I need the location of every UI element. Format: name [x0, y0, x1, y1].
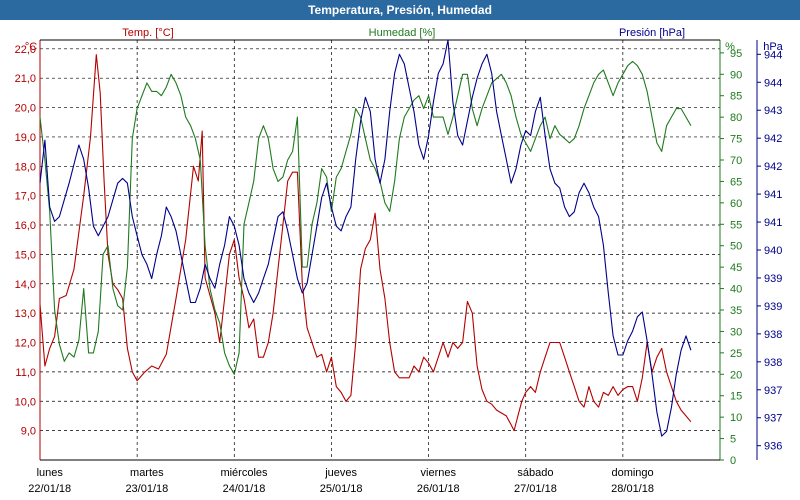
x-tick-day: domingo: [611, 467, 653, 479]
x-tick-date: 25/01/18: [320, 483, 363, 495]
hum-tick-label: 85: [730, 91, 742, 103]
pressure-line: [39, 39, 692, 437]
temp-tick-label: 10,0: [15, 396, 36, 408]
temp-tick-label: 18,0: [15, 161, 36, 173]
temp-tick-label: 9,0: [21, 426, 36, 438]
hum-tick-label: 40: [730, 284, 742, 296]
pres-axis-label: Presión [hPa]: [619, 27, 685, 39]
temp-tick-label: 13,0: [15, 308, 36, 320]
x-tick-date: 27/01/18: [514, 483, 557, 495]
hum-tick-label: 70: [730, 155, 742, 167]
temp-tick-label: 19,0: [15, 132, 36, 144]
pres-tick-label: 939: [764, 301, 782, 313]
hum-tick-label: 80: [730, 112, 742, 124]
x-tick-date: 26/01/18: [417, 483, 460, 495]
hum-tick-label: 0: [730, 455, 736, 467]
pres-tick-label: 940: [764, 245, 782, 257]
pres-tick-label: 939: [764, 273, 782, 285]
pres-tick-label: 944: [764, 77, 782, 89]
pres-unit: hPa: [763, 41, 783, 53]
hum-tick-label: 65: [730, 176, 742, 188]
hum-axis-label: Humedad [%]: [369, 27, 436, 39]
pres-tick-label: 938: [764, 357, 782, 369]
pres-tick-label: 941: [764, 189, 782, 201]
temp-tick-label: 11,0: [15, 367, 36, 379]
temp-tick-label: 17,0: [15, 191, 36, 203]
hum-tick-label: 95: [730, 48, 742, 60]
pres-tick-label: 943: [764, 105, 782, 117]
hum-tick-label: 5: [730, 434, 736, 446]
x-tick-day: viernes: [421, 467, 457, 479]
pres-tick-label: 942: [764, 133, 782, 145]
hum-tick-label: 30: [730, 326, 742, 338]
axis-labels: Temp. [°C] Humedad [%] Presión [hPa] °C …: [25, 27, 784, 53]
temp-tick-label: 21,0: [15, 73, 36, 85]
temp-tick-label: 14,0: [15, 279, 36, 291]
humidity-line: [39, 60, 692, 375]
chart-background: [0, 20, 800, 500]
hum-tick-label: 35: [730, 305, 742, 317]
x-tick-date: 22/01/18: [28, 483, 71, 495]
hum-tick-label: 75: [730, 134, 742, 146]
temp-tick-label: 20,0: [15, 103, 36, 115]
hum-tick-label: 20: [730, 369, 742, 381]
hum-tick-label: 10: [730, 412, 742, 424]
axes: 9,0 10,0 11,0 12,0 13,0 14,0 15,0 16,0 17,0 18,0 1…: [15, 39, 782, 495]
pres-tick-label: 938: [764, 329, 782, 341]
series-lines: [39, 39, 692, 437]
pres-tick-label: 937: [764, 385, 782, 397]
temp-tick-label: 15,0: [15, 249, 36, 261]
chart-area: 9,0 10,0 11,0 12,0 13,0 14,0 15,0 16,0 17,0 18,0 1…: [0, 20, 800, 500]
hum-tick-label: 90: [730, 69, 742, 81]
x-tick-day: jueves: [324, 467, 357, 479]
hum-tick-label: 50: [730, 241, 742, 253]
pres-tick-label: 936: [764, 441, 782, 453]
hum-tick-label: 45: [730, 262, 742, 274]
x-tick-day: miércoles: [220, 467, 268, 479]
x-tick-day: lunes: [37, 467, 64, 479]
x-tick-date: 24/01/18: [223, 483, 266, 495]
temperature-line: [39, 54, 692, 432]
temp-axis-label: Temp. [°C]: [122, 27, 173, 39]
hum-tick-label: 15: [730, 391, 742, 403]
pres-tick-label: 944: [764, 49, 782, 61]
x-tick-date: 23/01/18: [125, 483, 168, 495]
pres-tick-label: 941: [764, 217, 782, 229]
temp-tick-label: 22,0: [15, 44, 36, 56]
x-tick-day: sábado: [517, 467, 553, 479]
hum-tick-label: 60: [730, 198, 742, 210]
temp-tick-label: 16,0: [15, 220, 36, 232]
hum-unit: %: [725, 41, 735, 53]
temp-unit: °C: [25, 41, 37, 53]
x-tick-date: 28/01/18: [611, 483, 654, 495]
temp-tick-label: 12,0: [15, 338, 36, 350]
pres-tick-label: 937: [764, 413, 782, 425]
pres-tick-label: 942: [764, 161, 782, 173]
chart-title: Temperatura, Presión, Humedad: [0, 0, 800, 20]
x-tick-day: martes: [130, 467, 164, 479]
hum-tick-label: 55: [730, 219, 742, 231]
hum-tick-label: 25: [730, 348, 742, 360]
